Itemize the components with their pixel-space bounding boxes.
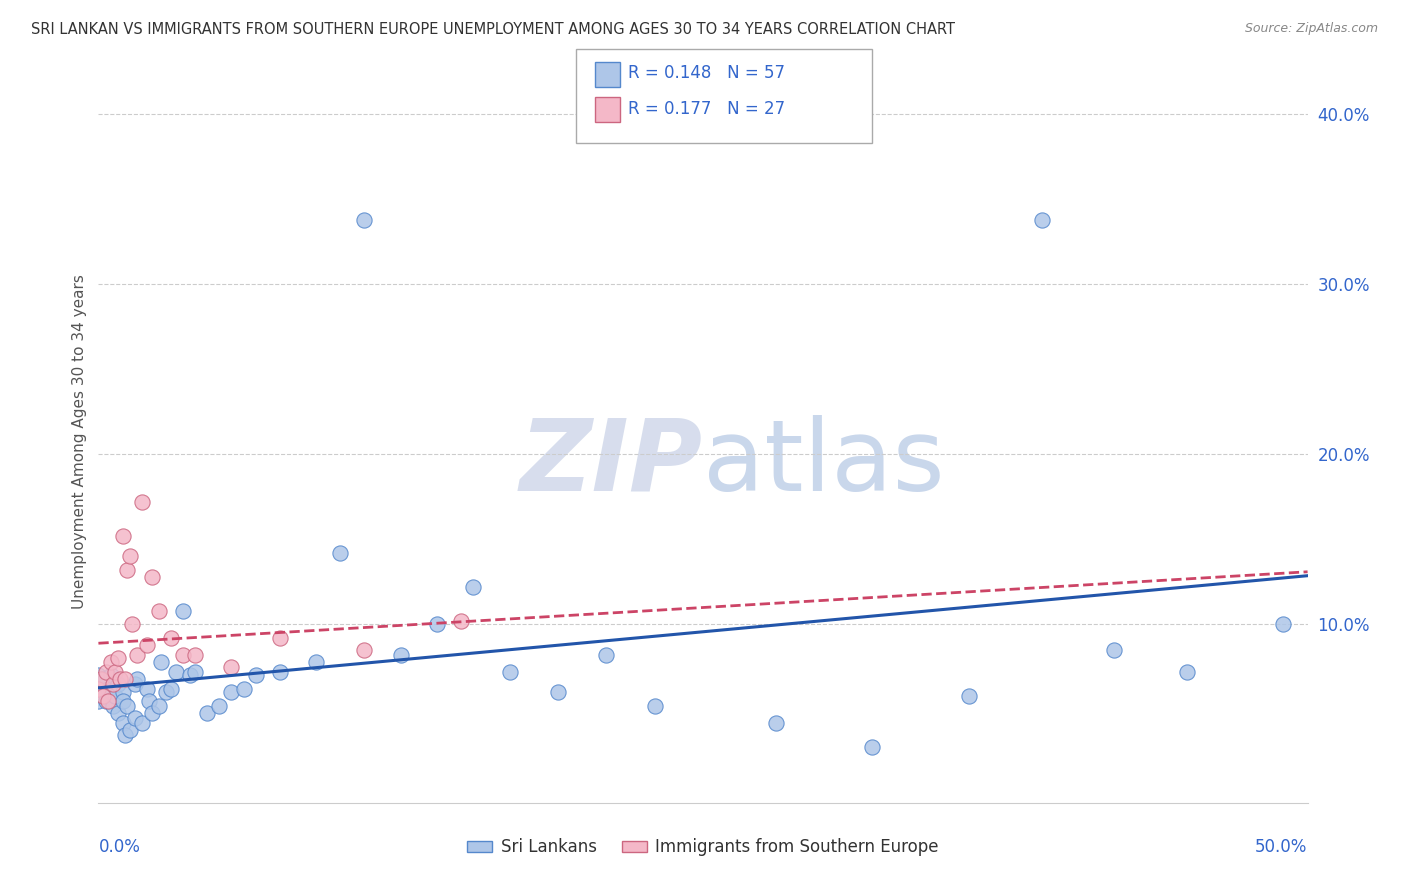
Point — [118, 723, 141, 737]
Point — [1102, 642, 1125, 657]
Point — [148, 604, 170, 618]
Point — [117, 563, 139, 577]
Point — [245, 668, 267, 682]
Point — [107, 677, 129, 691]
Point — [131, 495, 153, 509]
Point — [87, 681, 110, 696]
Text: ZIP: ZIP — [520, 415, 703, 512]
Text: 50.0%: 50.0% — [1256, 838, 1308, 855]
Point — [107, 706, 129, 720]
Point — [221, 660, 243, 674]
Point — [91, 689, 114, 703]
Point — [1031, 212, 1053, 227]
Point — [104, 689, 127, 703]
Point — [124, 711, 146, 725]
Point — [179, 668, 201, 682]
Point — [595, 648, 617, 662]
Point — [860, 739, 883, 754]
Point — [160, 631, 183, 645]
Point — [353, 642, 375, 657]
Point — [1272, 617, 1295, 632]
Point — [111, 694, 134, 708]
Point — [87, 681, 110, 696]
Text: atlas: atlas — [703, 415, 945, 512]
Point — [165, 665, 187, 679]
Point — [269, 665, 291, 679]
Point — [184, 648, 207, 662]
Point — [104, 665, 127, 679]
Text: R = 0.148   N = 57: R = 0.148 N = 57 — [628, 64, 786, 82]
Point — [107, 651, 129, 665]
Point — [135, 638, 157, 652]
Point — [150, 655, 173, 669]
Point — [547, 685, 569, 699]
Point — [498, 665, 520, 679]
Point — [148, 698, 170, 713]
Point — [111, 715, 134, 730]
Text: Source: ZipAtlas.com: Source: ZipAtlas.com — [1244, 22, 1378, 36]
Point — [463, 580, 485, 594]
Point — [131, 715, 153, 730]
Point — [97, 681, 120, 696]
Point — [155, 685, 177, 699]
Point — [172, 648, 194, 662]
Point — [141, 706, 163, 720]
Point — [91, 689, 114, 703]
Point — [90, 672, 112, 686]
Point — [97, 694, 120, 708]
Point — [118, 549, 141, 564]
Text: R = 0.177   N = 27: R = 0.177 N = 27 — [628, 100, 786, 118]
Text: 0.0%: 0.0% — [98, 838, 141, 855]
Point — [127, 672, 149, 686]
Point — [389, 648, 412, 662]
Point — [87, 694, 110, 708]
Point — [100, 668, 122, 682]
Point — [87, 668, 110, 682]
Point — [114, 672, 136, 686]
Point — [426, 617, 449, 632]
Point — [100, 655, 122, 669]
Point — [121, 617, 143, 632]
Point — [353, 212, 375, 227]
Point — [450, 614, 472, 628]
Point — [221, 685, 243, 699]
Point — [135, 681, 157, 696]
Point — [184, 665, 207, 679]
Point — [111, 685, 134, 699]
Point — [208, 698, 231, 713]
Point — [195, 706, 218, 720]
Text: SRI LANKAN VS IMMIGRANTS FROM SOUTHERN EUROPE UNEMPLOYMENT AMONG AGES 30 TO 34 Y: SRI LANKAN VS IMMIGRANTS FROM SOUTHERN E… — [31, 22, 955, 37]
Point — [141, 570, 163, 584]
Point — [269, 631, 291, 645]
Point — [111, 529, 134, 543]
Point — [117, 698, 139, 713]
Point — [108, 672, 131, 686]
Point — [101, 698, 124, 713]
Y-axis label: Unemployment Among Ages 30 to 34 years: Unemployment Among Ages 30 to 34 years — [72, 274, 87, 609]
Point — [91, 672, 114, 686]
Point — [94, 694, 117, 708]
Point — [329, 546, 352, 560]
Point — [100, 685, 122, 699]
Point — [124, 677, 146, 691]
Point — [94, 665, 117, 679]
Legend: Sri Lankans, Immigrants from Southern Europe: Sri Lankans, Immigrants from Southern Eu… — [461, 831, 945, 863]
Point — [957, 689, 980, 703]
Point — [232, 681, 254, 696]
Point — [1175, 665, 1198, 679]
Point — [765, 715, 787, 730]
Point — [114, 728, 136, 742]
Point — [138, 694, 160, 708]
Point — [160, 681, 183, 696]
Point — [644, 698, 666, 713]
Point — [101, 677, 124, 691]
Point — [127, 648, 149, 662]
Point — [305, 655, 328, 669]
Point — [172, 604, 194, 618]
